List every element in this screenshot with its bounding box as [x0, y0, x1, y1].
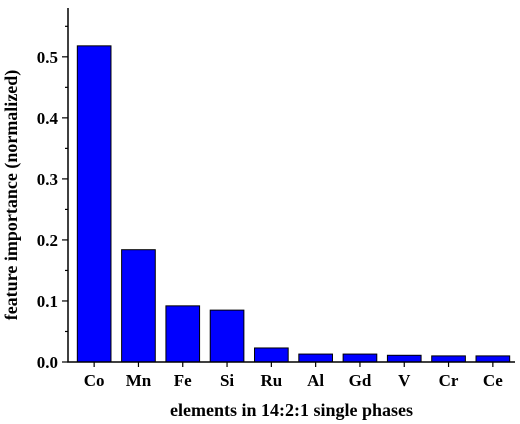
x-tick-label: Co	[84, 371, 105, 390]
y-tick-label: 0.2	[37, 231, 58, 250]
y-tick-label: 0.4	[37, 109, 59, 128]
x-tick-label: Cr	[439, 371, 459, 390]
bar-si	[209, 309, 245, 363]
y-tick-label: 0.3	[37, 170, 58, 189]
x-tick-label: V	[398, 371, 411, 390]
y-tick-label: 0.0	[37, 353, 58, 372]
y-axis-title: feature importance (normalized)	[1, 70, 22, 321]
axes-frame	[67, 8, 515, 363]
x-tick-label: Al	[307, 371, 324, 390]
x-axis-title: elements in 14:2:1 single phases	[170, 400, 413, 420]
x-tick-label: Ce	[483, 371, 503, 390]
y-tick-label: 0.1	[37, 292, 58, 311]
bar-ru	[254, 347, 289, 363]
bar-gd	[342, 353, 378, 363]
bar-co	[76, 45, 112, 363]
bar-ce	[475, 355, 511, 363]
bar-cr	[431, 355, 466, 363]
bar-fe	[165, 305, 201, 363]
x-tick-label: Fe	[174, 371, 192, 390]
bars-group	[76, 45, 511, 363]
x-tick-label: Si	[220, 371, 234, 390]
y-tick-label: 0.5	[37, 48, 58, 67]
x-tick-label: Mn	[126, 371, 152, 390]
x-tick-label: Gd	[349, 371, 372, 390]
bar-v	[386, 354, 422, 363]
x-axis-ticks: Co Mn Fe Si Ru Al Gd V Cr Ce	[84, 362, 503, 390]
x-tick-label: Ru	[260, 371, 282, 390]
y-axis-ticks: 0.0 0.1 0.2 0.3 0.4 0.5	[37, 25, 68, 372]
bar-al	[298, 353, 333, 363]
bar-mn	[121, 249, 156, 363]
